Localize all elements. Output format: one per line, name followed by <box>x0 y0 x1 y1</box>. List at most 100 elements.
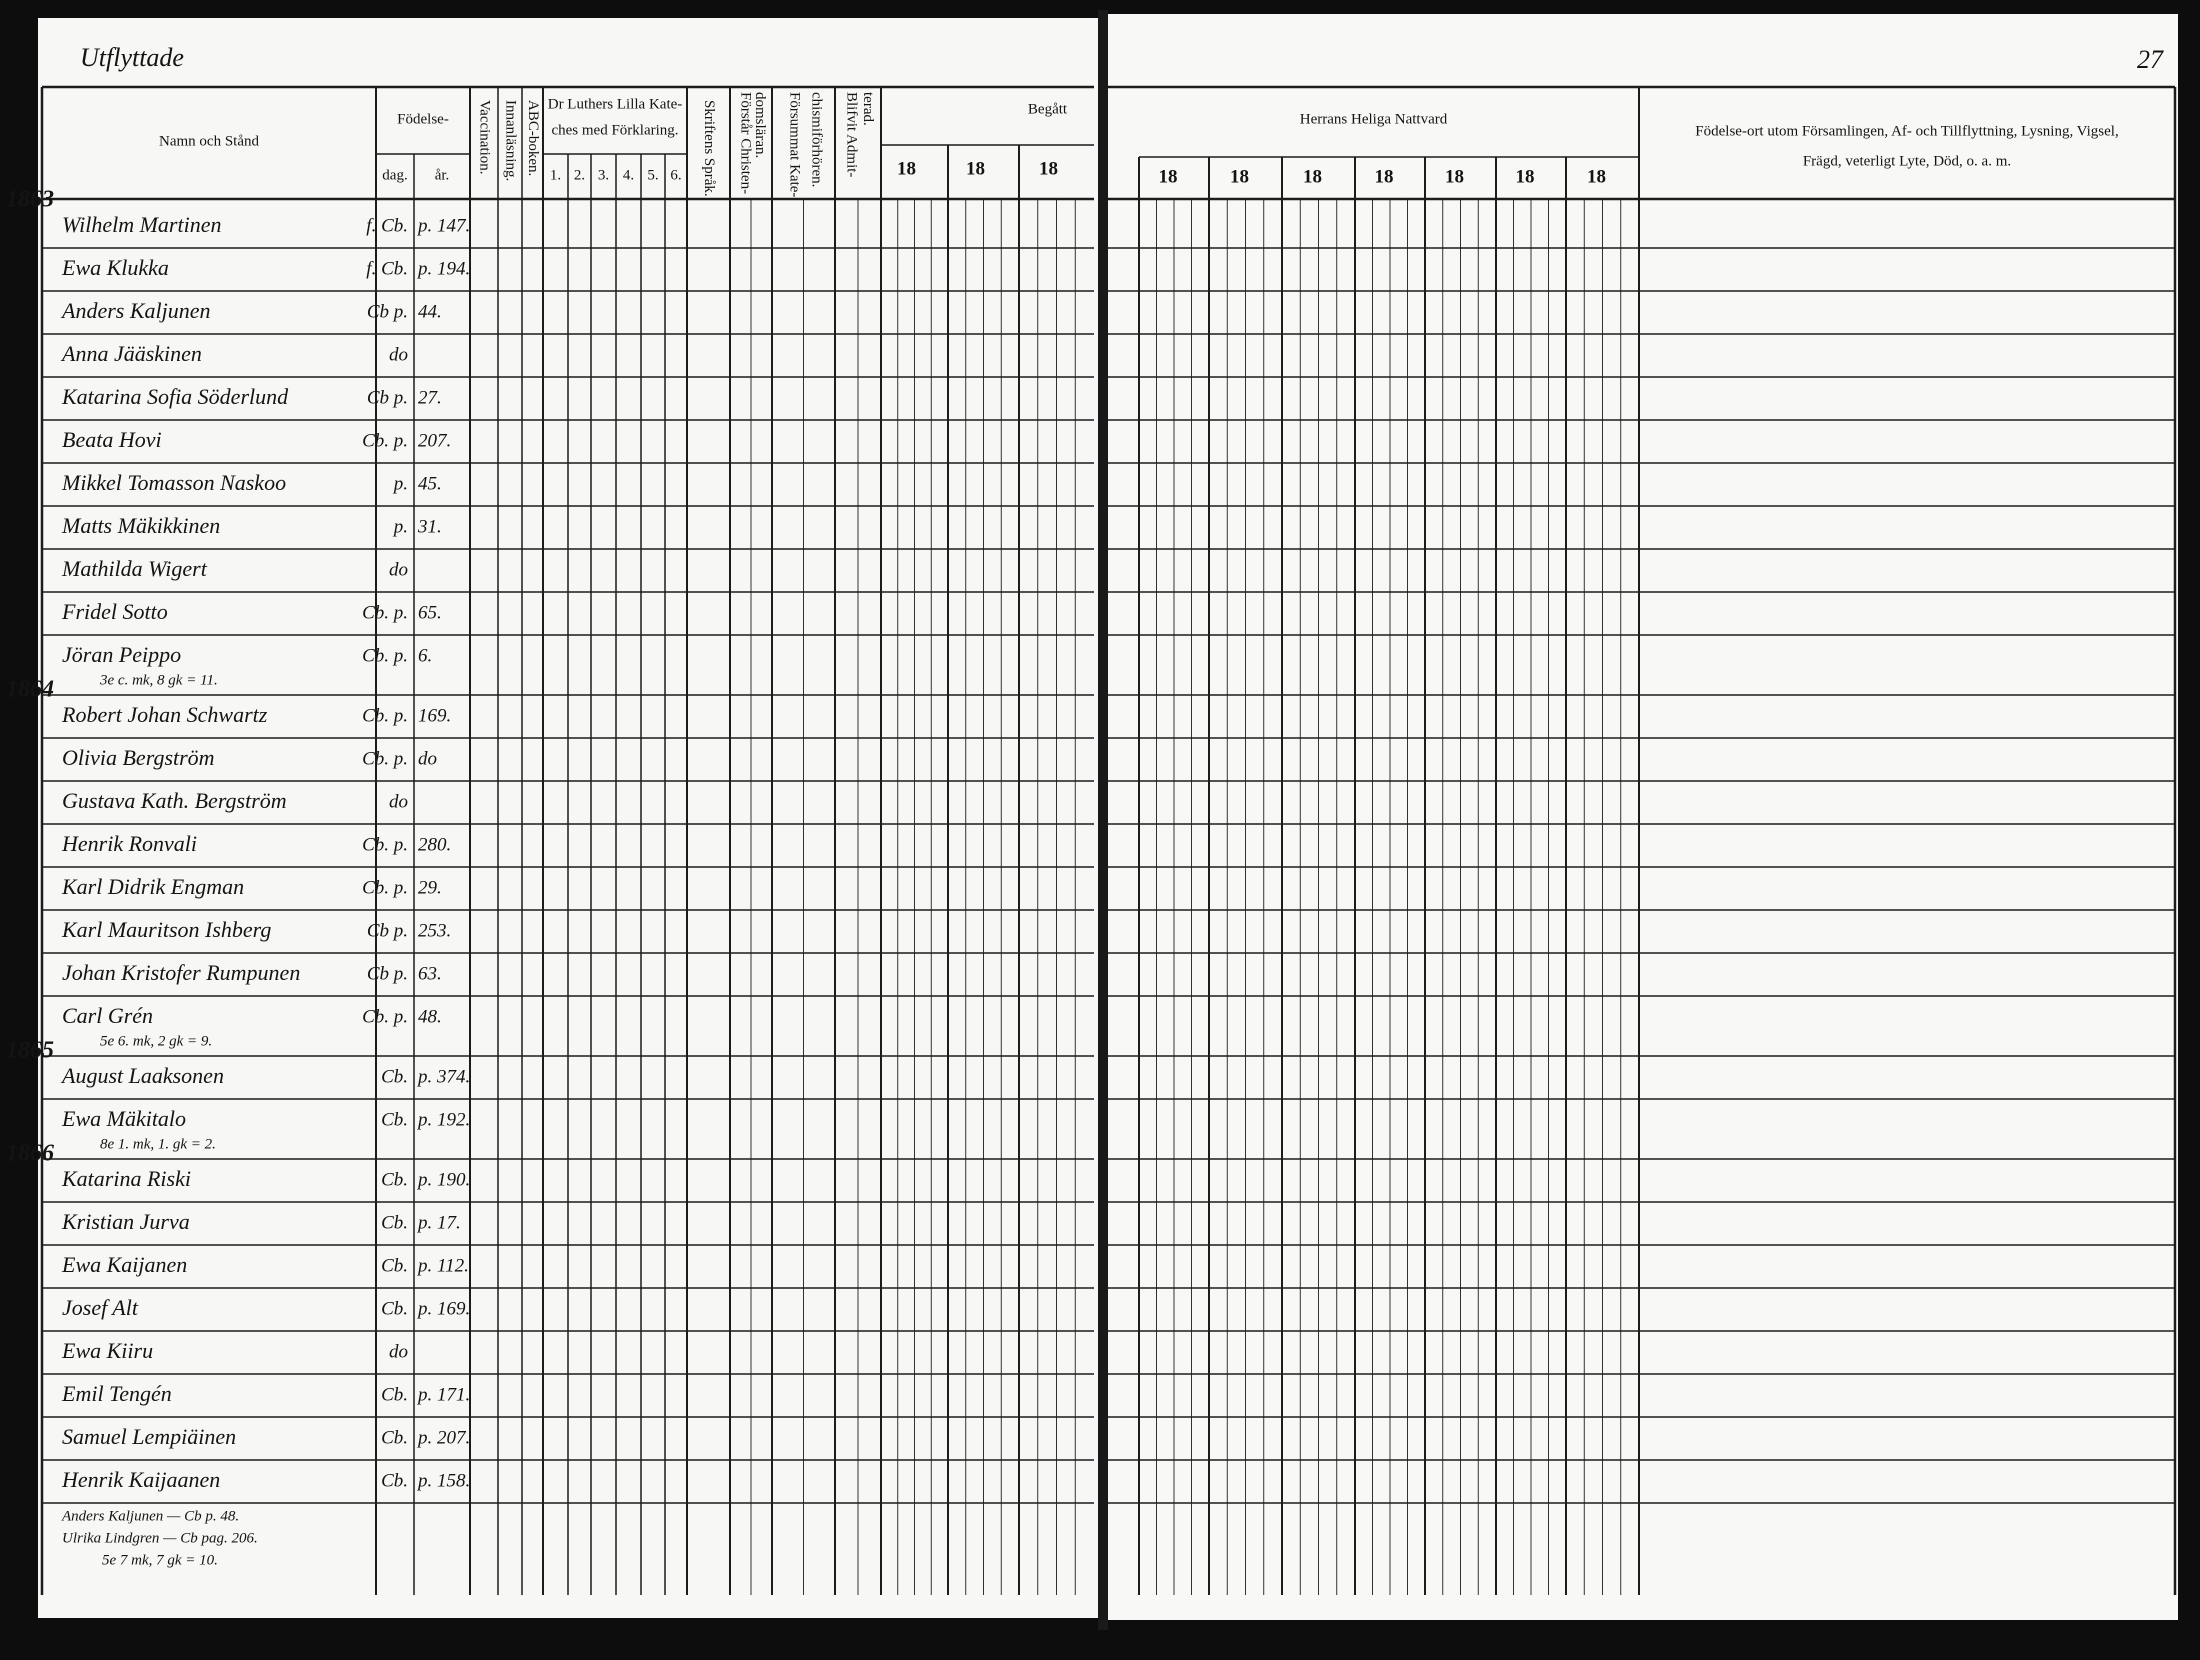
entry-ref: 280. <box>418 834 451 855</box>
entry-name: Anders Kaljunen <box>60 298 211 323</box>
entry-name: Olivia Bergström <box>62 745 215 770</box>
entry-subnote: 5e 6. mk, 2 gk = 9. <box>100 1033 212 1049</box>
column-header: Vaccination. <box>477 100 493 175</box>
entry-ref: p. 158. <box>416 1470 470 1491</box>
section-year: 1865 <box>6 1038 54 1064</box>
entry-name: Josef Alt <box>62 1295 139 1320</box>
column-header: år. <box>435 167 450 183</box>
entry-ref: p. 192. <box>416 1109 470 1130</box>
page-number: 27 <box>2137 45 2164 74</box>
entry-note: Cb. p. <box>362 748 408 769</box>
year-header: 18 <box>1230 166 1249 187</box>
page-title: Utflyttade <box>80 43 184 72</box>
entry-name: Samuel Lempiäinen <box>62 1424 236 1449</box>
right-page <box>1106 14 2178 1620</box>
entry-name: Ewa Mäkitalo <box>61 1106 186 1131</box>
entry-name: Katarina Sofia Söderlund <box>61 384 289 409</box>
column-header: Begått <box>1028 101 1068 117</box>
column-header: terad. <box>860 92 876 126</box>
section-year: 1866 <box>6 1141 54 1167</box>
section-year: 1863 <box>6 187 54 213</box>
entry-note: do <box>389 791 408 812</box>
entry-name: Matts Mäkikkinen <box>61 513 220 538</box>
year-header: 18 <box>1039 158 1058 179</box>
entry-subnote: 8e 1. mk, 1. gk = 2. <box>100 1136 216 1152</box>
column-header: Skriftens Språk. <box>701 100 717 197</box>
entry-name: Ewa Kaijanen <box>61 1252 187 1277</box>
section-year: 1864 <box>6 677 54 703</box>
entry-ref: p. 169. <box>416 1298 470 1319</box>
entry-ref: 44. <box>418 301 442 322</box>
entry-ref: 48. <box>418 1006 442 1027</box>
entry-name: Carl Grén <box>62 1003 153 1028</box>
column-header: 5. <box>647 167 658 183</box>
column-header: ABC-boken. <box>525 100 541 176</box>
year-header: 18 <box>1587 166 1606 187</box>
year-header: 18 <box>966 158 985 179</box>
entry-note: Cb. p. <box>362 705 408 726</box>
column-header: Herrans Heliga Nattvard <box>1300 111 1448 127</box>
entry-note: Cb. <box>381 1169 408 1190</box>
column-header: 6. <box>670 167 681 183</box>
entry-ref: 169. <box>418 705 451 726</box>
entry-name: Anna Jääskinen <box>60 341 202 366</box>
entry-note: Cb p. <box>367 387 408 408</box>
entry-note: Cb. p. <box>362 834 408 855</box>
entry-note: Cb. <box>381 1255 408 1276</box>
column-header: chismiförhören. <box>809 92 825 187</box>
entry-name: Mikkel Tomasson Naskoo <box>61 470 286 495</box>
entry-name: Mathilda Wigert <box>61 556 208 581</box>
entry-note: Cb. p. <box>362 602 408 623</box>
entry-ref: 6. <box>418 645 432 666</box>
entry-note: do <box>389 1341 408 1362</box>
entry-name: Henrik Ronvali <box>61 831 197 856</box>
entry-ref: p. 171. <box>416 1384 470 1405</box>
entry-note: Cb. <box>381 1212 408 1233</box>
entry-name: Ewa Klukka <box>61 255 169 280</box>
entry-name: Emil Tengén <box>61 1381 172 1406</box>
book-gutter <box>1098 10 1108 1630</box>
column-header: Dr Luthers Lilla Kate- <box>548 96 683 112</box>
column-header: domsläran. <box>752 92 768 158</box>
entry-name: Robert Johan Schwartz <box>61 702 268 727</box>
entry-ref: 207. <box>418 430 451 451</box>
entry-name: Kristian Jurva <box>61 1209 190 1234</box>
entry-ref: p. 112. <box>416 1255 469 1276</box>
entry-name: Gustava Kath. Bergström <box>62 788 287 813</box>
column-header: Födelse-ort utom Församlingen, Af- och T… <box>1695 123 2118 139</box>
column-header: 2. <box>574 167 585 183</box>
year-header: 18 <box>1445 166 1464 187</box>
entry-ref: do <box>418 748 437 769</box>
column-header: ches med Förklaring. <box>551 122 678 138</box>
entry-note: Cb p. <box>367 963 408 984</box>
entry-note: Cb. <box>381 1384 408 1405</box>
entry-ref: 63. <box>418 963 442 984</box>
entry-name: Jöran Peippo <box>62 642 181 667</box>
entry-name: August Laaksonen <box>60 1063 224 1088</box>
entry-note: Cb. <box>381 1427 408 1448</box>
entry-subnote: 3e c. mk, 8 gk = 11. <box>99 672 218 688</box>
entry-ref: p. 374. <box>416 1066 470 1087</box>
entry-name: Karl Didrik Engman <box>61 874 244 899</box>
column-header: Innanläsning. <box>503 100 519 181</box>
column-header: Frägd, veterligt Lyte, Död, o. a. m. <box>1803 153 2011 169</box>
entry-note: Cb. p. <box>362 430 408 451</box>
entry-ref: 253. <box>418 920 451 941</box>
entry-note: Cb. <box>381 1066 408 1087</box>
column-header: Födelse- <box>397 111 449 127</box>
year-header: 18 <box>1159 166 1178 187</box>
left-page <box>38 18 1102 1618</box>
column-header: dag. <box>382 167 407 183</box>
entry-ref: 29. <box>418 877 442 898</box>
entry-note: Cb. p. <box>362 877 408 898</box>
entry-note: Cb. <box>381 1470 408 1491</box>
entry-note: Cb p. <box>367 301 408 322</box>
column-header: 1. <box>550 167 561 183</box>
entry-name: Johan Kristofer Rumpunen <box>62 960 300 985</box>
entry-name: Beata Hovi <box>62 427 162 452</box>
entry-ref: p. 190. <box>416 1169 470 1190</box>
footer-note: Ulrika Lindgren — Cb pag. 206. <box>62 1530 258 1546</box>
entry-ref: 65. <box>418 602 442 623</box>
entry-ref: 45. <box>418 473 442 494</box>
entry-note: p. <box>392 473 408 494</box>
